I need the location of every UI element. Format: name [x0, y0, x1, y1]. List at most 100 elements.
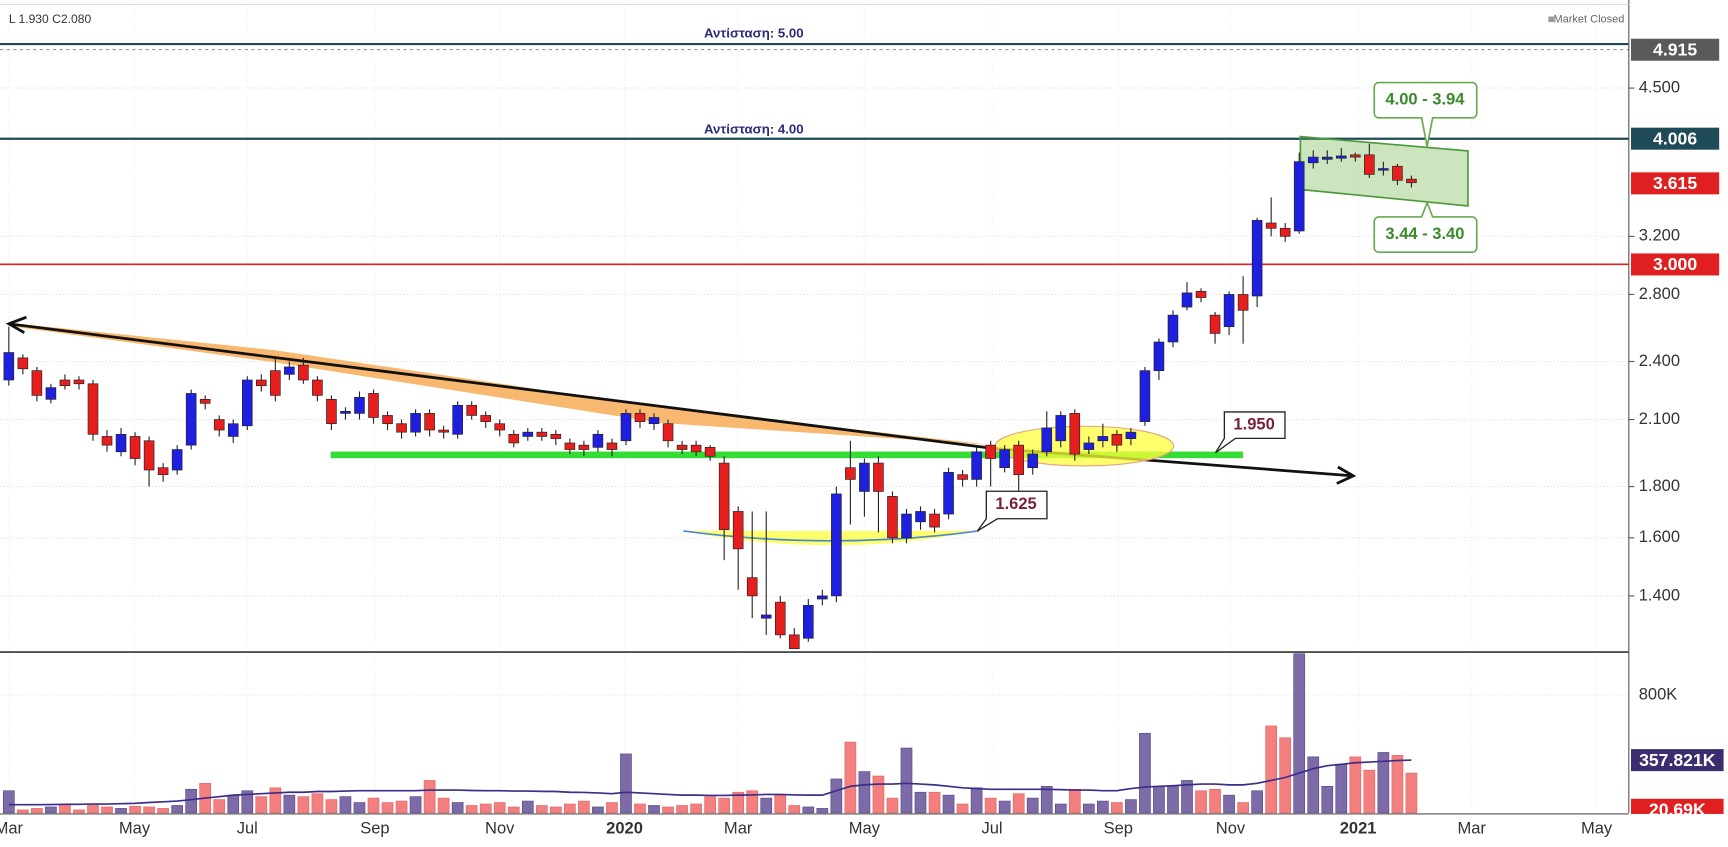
candle-body — [115, 433, 127, 453]
candle-body — [1195, 291, 1207, 298]
candle-body — [999, 449, 1010, 469]
price-panel — [3, 143, 1417, 650]
volume-bar — [1111, 802, 1123, 814]
y-tick-label: 2.800 — [1639, 284, 1680, 303]
candle-body — [1055, 415, 1067, 442]
candle-body — [480, 415, 492, 422]
candle-body — [1111, 433, 1123, 446]
candle-body — [1237, 294, 1249, 311]
volume-bar — [970, 787, 983, 814]
candle-body — [718, 462, 730, 531]
volume-bar — [521, 800, 534, 814]
volume-bar — [900, 747, 913, 814]
volume-bar — [886, 797, 899, 814]
candle-body — [1392, 165, 1403, 181]
y-tick-label: 2.400 — [1639, 351, 1680, 370]
candle-body — [466, 404, 477, 416]
frame: L 1.930 C2.080 Market Closed — [0, 0, 1630, 813]
arrow-head — [1336, 465, 1357, 485]
x-tick-label: Jul — [237, 819, 258, 838]
candle-body — [270, 370, 281, 396]
candle-body — [873, 462, 884, 492]
status: Market Closed — [1553, 14, 1624, 26]
annotation-texts: Αντίσταση: 5.00 Αντίσταση: 4.00 4.00 - 3… — [704, 26, 1465, 513]
volume-bar — [1391, 755, 1404, 814]
y-tick-label: 4.500 — [1639, 77, 1680, 96]
x-tick-label: Nov — [1216, 819, 1246, 838]
trend-wedge — [8, 322, 992, 445]
candle-body — [452, 404, 463, 435]
candle-body — [1167, 314, 1179, 343]
candle-body — [887, 496, 898, 539]
x-tick-label: 2021 — [1340, 819, 1377, 838]
volume-bar — [788, 805, 801, 814]
volume-bar — [129, 805, 141, 814]
candle-body — [578, 444, 590, 450]
candle-body — [1251, 220, 1263, 297]
volume-bar — [620, 753, 632, 814]
candle-body — [45, 387, 57, 400]
candle-body — [494, 423, 506, 431]
annotation: Αντίσταση: 5.00 — [704, 26, 804, 41]
candle-body — [732, 511, 744, 550]
volume-bar — [830, 778, 843, 814]
candle-body — [129, 436, 141, 459]
volume-bar — [942, 794, 955, 814]
volume-bar — [297, 796, 310, 814]
arrow-head — [5, 315, 27, 334]
volume-bar — [493, 802, 506, 814]
volume-label-box — [1631, 749, 1724, 772]
volume-bar — [409, 796, 422, 814]
candle-body — [788, 634, 800, 650]
volume-bar — [1251, 790, 1263, 814]
volume-bar — [1181, 780, 1193, 814]
candle-body — [157, 467, 169, 476]
candle-body — [634, 413, 646, 422]
candle-body — [1139, 370, 1151, 422]
candle-body — [929, 513, 940, 528]
x-axis-background — [0, 813, 1728, 847]
candle-body — [915, 511, 926, 523]
volume-bar — [732, 791, 745, 814]
volume-bar — [1195, 790, 1207, 814]
candle-body — [171, 449, 183, 471]
volume-bar — [1265, 725, 1277, 814]
volume-bar — [339, 796, 352, 814]
candle-body — [396, 423, 407, 433]
y-tick-label: 1.400 — [1639, 585, 1680, 604]
candle-body — [592, 433, 604, 448]
candle-body — [648, 417, 660, 425]
volume-bar — [367, 797, 380, 814]
candle-body — [256, 379, 267, 387]
volume-bar — [1237, 802, 1249, 814]
volume-bar — [1307, 756, 1320, 814]
volume-bar — [1349, 756, 1362, 814]
candle-body — [859, 462, 870, 492]
candle-body — [845, 467, 856, 480]
volume-bar — [634, 803, 646, 814]
candle-body — [508, 433, 520, 444]
volume-bar — [1153, 786, 1165, 814]
x-axis: Mar May Jul Sep Nov 2020 Mar May Jul Sep Nov 2021 Ma… — [0, 813, 1728, 847]
candle-body — [1181, 292, 1193, 308]
candle-body — [354, 397, 365, 414]
volume-bar — [858, 771, 871, 814]
annotation: 3.44 - 3.40 — [1385, 224, 1464, 243]
candle-body — [760, 614, 772, 619]
volume-bar — [1026, 797, 1039, 814]
status-dot — [1548, 16, 1554, 23]
candle-body — [971, 451, 982, 480]
volume-bar — [115, 808, 127, 814]
volume-bar — [1125, 799, 1137, 814]
volume-bar — [760, 797, 773, 814]
volume-bar — [1068, 788, 1081, 814]
x-tick-label: 2020 — [606, 819, 643, 838]
candle-body — [746, 577, 758, 597]
volume-tick-label: 800K — [1639, 684, 1678, 703]
price-label: 4.006 — [1653, 128, 1697, 148]
candle-body — [943, 472, 954, 515]
volume-bar — [185, 788, 198, 814]
volume-bar — [998, 800, 1011, 814]
volume-bar — [1223, 794, 1235, 814]
